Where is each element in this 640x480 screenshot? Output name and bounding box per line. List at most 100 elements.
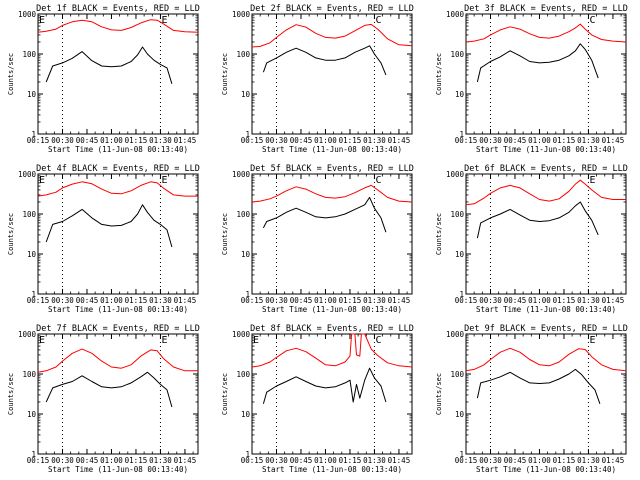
- x-tick-label: 01:00: [528, 136, 551, 145]
- lld-line: [37, 181, 198, 197]
- events-line: [262, 45, 387, 76]
- x-tick-label: 00:30: [479, 456, 502, 465]
- y-tick-label: 1: [31, 290, 36, 299]
- y-tick-label: 100: [450, 50, 464, 59]
- y-tick-label: 1: [459, 290, 464, 299]
- events-line: [262, 367, 387, 404]
- x-tick-label: 00:15: [27, 296, 50, 305]
- y-tick-label: 100: [236, 50, 250, 59]
- events-line: [476, 201, 599, 239]
- y-axis-label: Counts/sec: [7, 53, 15, 95]
- marker-letter: C: [375, 175, 381, 186]
- x-tick-label: 00:45: [290, 456, 313, 465]
- x-tick-label: 01:30: [363, 296, 386, 305]
- y-axis-label: Counts/sec: [221, 213, 229, 255]
- plot-frame: [37, 173, 199, 295]
- events-line: [45, 46, 173, 84]
- x-tick-label: 01:30: [577, 296, 600, 305]
- x-tick-label: 01:45: [602, 296, 625, 305]
- marker-letter: E: [589, 335, 595, 346]
- y-tick-label: 100: [450, 210, 464, 219]
- plot-frame: [251, 333, 413, 455]
- y-tick-label: 100: [236, 370, 250, 379]
- x-tick-label: 01:15: [553, 136, 576, 145]
- x-tick-label: 01:30: [149, 136, 172, 145]
- x-tick-label: 01:00: [528, 296, 551, 305]
- chart-panel-1: Det 1f BLACK = Events, RED = LLD 1 10 100 10…: [7, 4, 200, 154]
- y-axis-label: Counts/sec: [221, 53, 229, 95]
- marker-letter: E: [39, 15, 45, 26]
- y-tick-label: 10: [27, 410, 37, 419]
- x-axis-label: Start Time (11-Jun-08 00:13:40): [48, 145, 188, 154]
- marker-letter: E: [589, 175, 595, 186]
- y-tick-label: 1: [459, 130, 464, 139]
- x-tick-label: 00:15: [27, 136, 50, 145]
- marker-letter: C: [375, 335, 381, 346]
- y-tick-label: 10: [27, 90, 37, 99]
- chart-panel-5: Det 5f BLACK = Events, RED = LLD 1 10 100 10…: [221, 164, 414, 314]
- x-tick-label: 01:45: [388, 296, 411, 305]
- y-tick-label: 100: [22, 370, 36, 379]
- y-tick-label: 1000: [446, 330, 465, 339]
- x-tick-label: 00:15: [455, 456, 478, 465]
- y-tick-label: 100: [236, 210, 250, 219]
- x-axis-label: Start Time (11-Jun-08 00:13:40): [48, 465, 188, 474]
- marker-letter: E: [161, 175, 167, 186]
- y-tick-label: 1000: [446, 170, 465, 179]
- x-tick-label: 01:45: [602, 136, 625, 145]
- plot-frame: [465, 173, 627, 295]
- y-tick-label: 10: [241, 250, 251, 259]
- chart-panel-8: Det 8f BLACK = Events, RED = LLD 1 10 100 10…: [221, 324, 414, 474]
- x-tick-label: 00:30: [51, 296, 74, 305]
- x-tick-label: 00:45: [504, 296, 527, 305]
- y-tick-label: 1000: [18, 330, 37, 339]
- x-tick-label: 01:45: [388, 136, 411, 145]
- y-tick-label: 10: [241, 90, 251, 99]
- y-tick-label: 1: [31, 450, 36, 459]
- chart-panel-6: Det 6f BLACK = Events, RED = LLD 1 10 100 10…: [435, 164, 628, 314]
- x-tick-label: 00:30: [479, 296, 502, 305]
- x-tick-label: 00:45: [290, 296, 313, 305]
- x-tick-label: 00:15: [241, 296, 264, 305]
- x-tick-label: 00:45: [504, 456, 527, 465]
- chart-title: Det 6f BLACK = Events, RED = LLD: [464, 164, 628, 174]
- x-tick-label: 00:45: [76, 296, 99, 305]
- lld-line: [251, 23, 413, 48]
- y-tick-label: 1: [31, 130, 36, 139]
- y-tick-label: 1: [245, 130, 250, 139]
- lld-line: [251, 333, 413, 368]
- x-tick-label: 00:15: [241, 456, 264, 465]
- x-tick-label: 00:45: [504, 136, 527, 145]
- x-tick-label: 01:15: [553, 456, 576, 465]
- x-tick-label: 01:45: [174, 296, 197, 305]
- y-tick-label: 10: [241, 410, 251, 419]
- chart-title: Det 4f BLACK = Events, RED = LLD: [36, 164, 200, 174]
- lld-line: [465, 347, 627, 372]
- x-tick-label: 00:45: [76, 136, 99, 145]
- x-tick-label: 00:15: [27, 456, 50, 465]
- x-tick-label: 00:30: [265, 296, 288, 305]
- chart-title: Det 1f BLACK = Events, RED = LLD: [36, 4, 200, 14]
- chart-panel-2: Det 2f BLACK = Events, RED = LLD 1 10 100 10…: [221, 4, 414, 154]
- x-tick-label: 01:00: [314, 296, 337, 305]
- plot-frame: [37, 333, 199, 455]
- y-tick-label: 10: [455, 250, 465, 259]
- x-tick-label: 01:45: [174, 136, 197, 145]
- plot-frame: [465, 13, 627, 135]
- y-tick-label: 10: [455, 90, 465, 99]
- y-tick-label: 1000: [18, 10, 37, 19]
- x-tick-label: 01:00: [100, 456, 123, 465]
- y-tick-label: 100: [450, 370, 464, 379]
- events-line: [476, 368, 601, 404]
- y-axis-label: Counts/sec: [7, 373, 15, 415]
- y-tick-label: 10: [455, 410, 465, 419]
- x-tick-label: 01:00: [314, 456, 337, 465]
- x-tick-label: 00:45: [290, 136, 313, 145]
- y-axis-label: Counts/sec: [435, 213, 443, 255]
- marker-letter: E: [161, 335, 167, 346]
- events-line: [45, 204, 173, 248]
- marker-letter: C: [375, 15, 381, 26]
- x-tick-label: 01:00: [100, 296, 123, 305]
- chart-panel-9: Det 9f BLACK = Events, RED = LLD 1 10 100 10…: [435, 324, 628, 474]
